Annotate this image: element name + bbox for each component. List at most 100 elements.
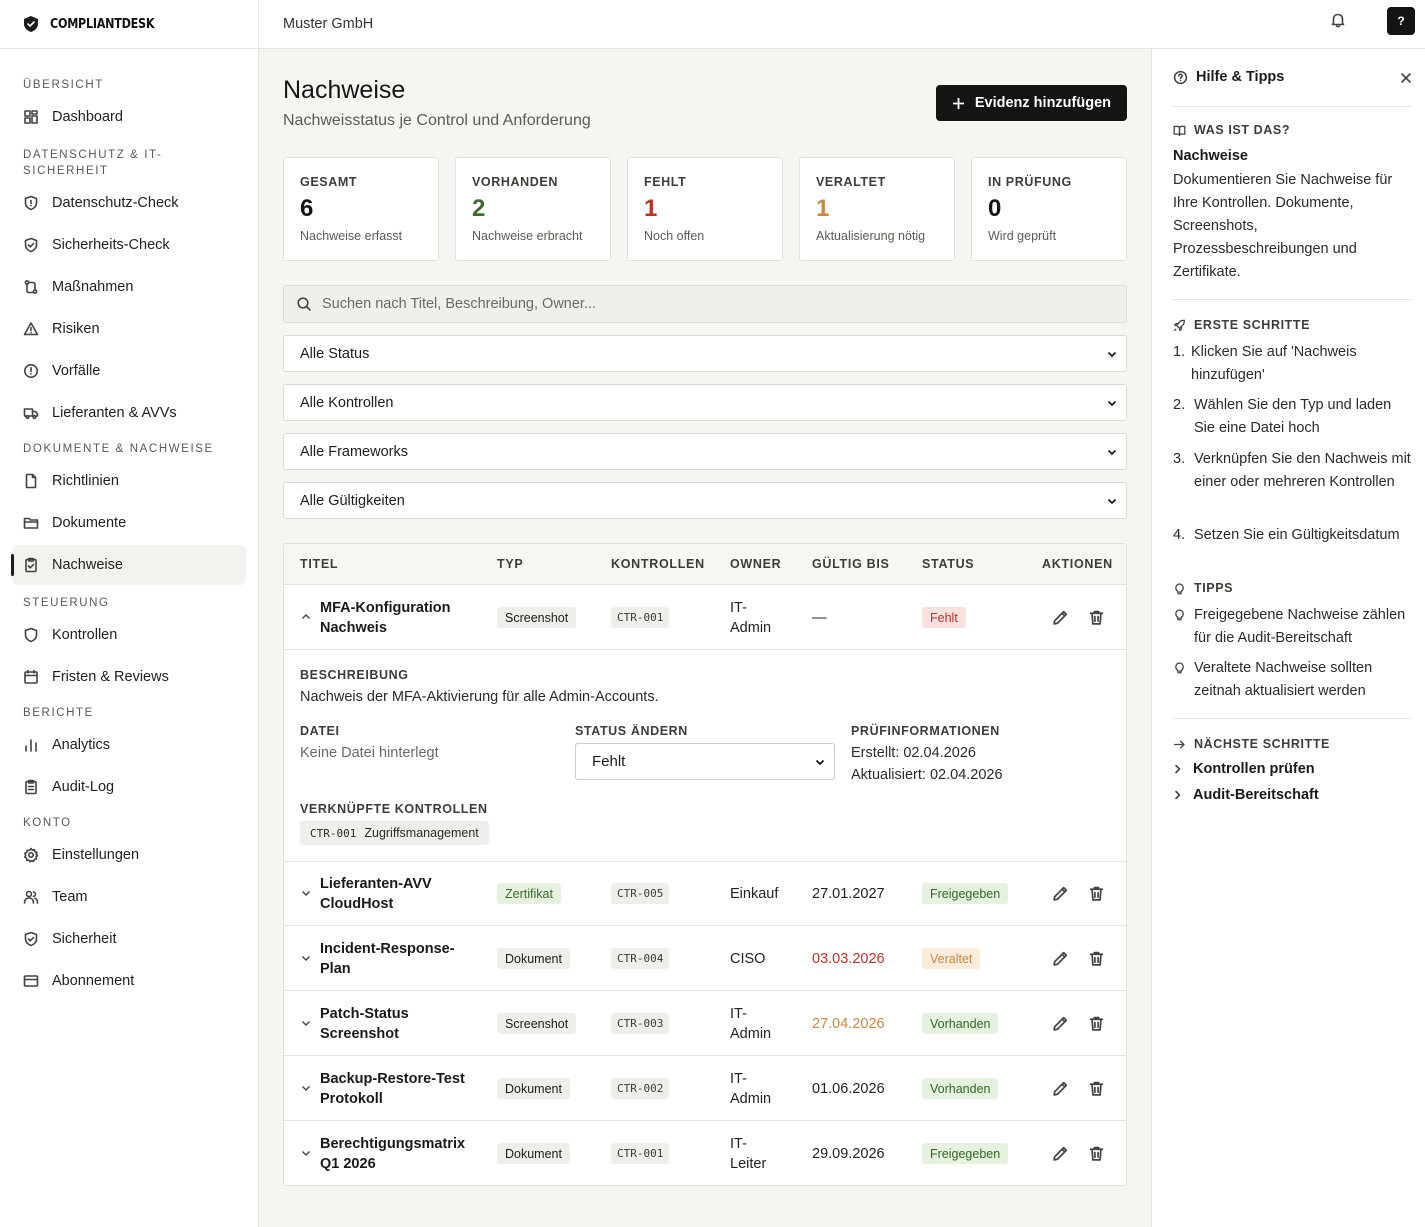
what-text: Dokumentieren Sie Nachweise für Ihre Kon…	[1173, 172, 1393, 280]
chevron-down-icon[interactable]	[300, 1147, 312, 1159]
detail-created: Erstellt: 02.04.2026	[851, 745, 976, 761]
chevron-up-icon[interactable]	[300, 611, 312, 623]
step-number: 1.	[1173, 344, 1186, 360]
table-row[interactable]: MFA-Konfiguration Nachweis Screenshot CTR…	[284, 585, 1126, 650]
linked-control-code: CTR-001	[310, 826, 357, 840]
filter-controls-select[interactable]: Alle Kontrollen	[283, 384, 1127, 421]
type-badge: Screenshot	[497, 1013, 577, 1034]
edit-pencil-icon[interactable]	[1052, 1015, 1069, 1032]
add-evidence-button[interactable]: Evidenz hinzufügen	[935, 85, 1127, 121]
chevron-down-icon[interactable]	[300, 887, 312, 899]
shield-icon	[24, 195, 38, 211]
close-icon[interactable]	[1399, 71, 1413, 85]
sidebar-item-risiken[interactable]: Risiken	[12, 309, 246, 349]
table-row[interactable]: Lieferanten-AVV CloudHost Zertifikat CTR-…	[284, 861, 1126, 926]
sidebar-item-sicherheits-check[interactable]: Sicherheits-Check	[12, 225, 246, 265]
step-item: 4. Setzen Sie ein Gültigkeitsdatum	[1173, 524, 1413, 547]
organization-name[interactable]: Muster GmbH	[283, 16, 374, 32]
help-button[interactable]: ?	[1387, 7, 1415, 35]
col-titel[interactable]: TITEL	[300, 557, 339, 571]
search-input[interactable]	[322, 296, 1082, 312]
table-row[interactable]: Backup-Restore-Test Protokoll Dokument CT…	[284, 1056, 1126, 1121]
filter-frameworks-select[interactable]: Alle Frameworks	[283, 433, 1127, 470]
table-row[interactable]: Incident-Response- Plan Dokument CTR-004 …	[284, 926, 1126, 991]
control-badge[interactable]: CTR-001	[611, 607, 670, 628]
control-badge[interactable]: CTR-003	[611, 1013, 670, 1034]
sidebar-item-kontrollen[interactable]: Kontrollen	[12, 615, 246, 655]
linked-control-chip[interactable]: CTR-001 Zugriffsmanagement	[300, 821, 489, 845]
sidebar-item-analytics[interactable]: Analytics	[12, 725, 246, 765]
edit-pencil-icon[interactable]	[1052, 1145, 1069, 1162]
trash-icon[interactable]	[1088, 609, 1105, 626]
status-change-select[interactable]: Fehlt	[575, 743, 835, 780]
sidebar-item-dashboard[interactable]: Dashboard	[12, 97, 246, 137]
detail-status-label: STATUS ÄNDERN	[575, 724, 688, 738]
truck-icon	[23, 408, 39, 420]
next-link-label: Audit-Bereitschaft	[1193, 787, 1319, 803]
next-steps-label: NÄCHSTE SCHRITTE	[1194, 737, 1330, 751]
col-typ[interactable]: TYP	[497, 557, 524, 571]
step-text: Klicken Sie auf 'Nachweis hinzufügen'	[1191, 344, 1357, 383]
bell-icon[interactable]	[1330, 12, 1346, 28]
chevron-down-icon[interactable]	[300, 1017, 312, 1029]
chevron-down-icon[interactable]	[300, 952, 312, 964]
sidebar-item-datenschutz-check[interactable]: Datenschutz-Check	[12, 183, 246, 223]
sidebar-item-abonnement[interactable]: Abonnement	[12, 961, 246, 1001]
trash-icon[interactable]	[1088, 950, 1105, 967]
trash-icon[interactable]	[1088, 885, 1105, 902]
filter-validity-select[interactable]: Alle Gültigkeiten	[283, 482, 1127, 519]
control-badge[interactable]: CTR-005	[611, 883, 670, 904]
sidebar-item-sicherheit[interactable]: Sicherheit	[12, 919, 246, 959]
row-title: Patch-Status Screenshot	[320, 1004, 480, 1044]
sidebar-item-label: Vorfälle	[52, 363, 101, 379]
sidebar-item-vorfaelle[interactable]: Vorfälle	[12, 351, 246, 391]
col-kontrollen[interactable]: KONTROLLEN	[611, 557, 705, 571]
detail-description: Nachweis der MFA-Aktivierung für alle Ad…	[300, 689, 659, 705]
sidebar-item-nachweise[interactable]: Nachweise	[11, 545, 246, 585]
detail-info-label: PRÜFINFORMATIONEN	[851, 724, 1000, 738]
control-badge[interactable]: CTR-004	[611, 948, 670, 969]
sidebar-item-fristen[interactable]: Fristen & Reviews	[12, 657, 246, 697]
search-icon	[297, 297, 311, 311]
trash-icon[interactable]	[1088, 1145, 1105, 1162]
chevron-down-icon	[1107, 498, 1117, 504]
sidebar-item-richtlinien[interactable]: Richtlinien	[12, 461, 246, 501]
sidebar-item-audit-log[interactable]: Audit-Log	[12, 767, 246, 807]
col-owner[interactable]: OWNER	[730, 557, 782, 571]
control-badge[interactable]: CTR-002	[611, 1078, 670, 1099]
sidebar-item-massnahmen[interactable]: Maßnahmen	[12, 267, 246, 307]
col-status[interactable]: STATUS	[922, 557, 975, 571]
sidebar-item-einstellungen[interactable]: Einstellungen	[12, 835, 246, 875]
what-is-this-label: WAS IST DAS?	[1194, 123, 1291, 137]
brand[interactable]: COMPLIANTDESK	[0, 0, 258, 49]
arrow-right-icon	[1173, 740, 1185, 748]
sidebar-item-team[interactable]: Team	[12, 877, 246, 917]
table-row[interactable]: Patch-Status Screenshot Screenshot CTR-00…	[284, 991, 1126, 1056]
sidebar-item-label: Sicherheits-Check	[52, 237, 170, 253]
chevron-down-icon[interactable]	[300, 1082, 312, 1094]
filter-value: Alle Gültigkeiten	[300, 492, 405, 509]
row-owner: IT- Admin	[730, 598, 790, 638]
control-badge[interactable]: CTR-001	[611, 1143, 670, 1164]
row-title: Backup-Restore-Test Protokoll	[320, 1069, 480, 1109]
first-steps-label: ERSTE SCHRITTE	[1194, 318, 1311, 332]
filter-value: Alle Status	[300, 345, 370, 362]
trash-icon[interactable]	[1088, 1015, 1105, 1032]
book-open-icon	[1173, 125, 1186, 136]
edit-pencil-icon[interactable]	[1052, 609, 1069, 626]
edit-pencil-icon[interactable]	[1052, 950, 1069, 967]
col-gueltig-bis[interactable]: GÜLTIG BIS	[812, 557, 890, 571]
next-link-audit[interactable]: Audit-Bereitschaft	[1173, 787, 1319, 803]
shield-check-icon	[24, 237, 38, 253]
sidebar-item-lieferanten[interactable]: Lieferanten & AVVs	[12, 393, 246, 433]
edit-pencil-icon[interactable]	[1052, 1080, 1069, 1097]
sidebar-item-dokumente[interactable]: Dokumente	[12, 503, 246, 543]
filter-value: Alle Kontrollen	[300, 394, 394, 411]
edit-pencil-icon[interactable]	[1052, 885, 1069, 902]
table-row[interactable]: Berechtigungsmatrix Q1 2026 Dokument CTR-…	[284, 1121, 1126, 1186]
trash-icon[interactable]	[1088, 1080, 1105, 1097]
next-link-kontrollen[interactable]: Kontrollen prüfen	[1173, 761, 1315, 777]
add-evidence-label: Evidenz hinzufügen	[974, 95, 1111, 111]
filter-status-select[interactable]: Alle Status	[283, 335, 1127, 372]
step-item: 3. Verknüpfen Sie den Nachweis mit einer…	[1173, 448, 1413, 517]
